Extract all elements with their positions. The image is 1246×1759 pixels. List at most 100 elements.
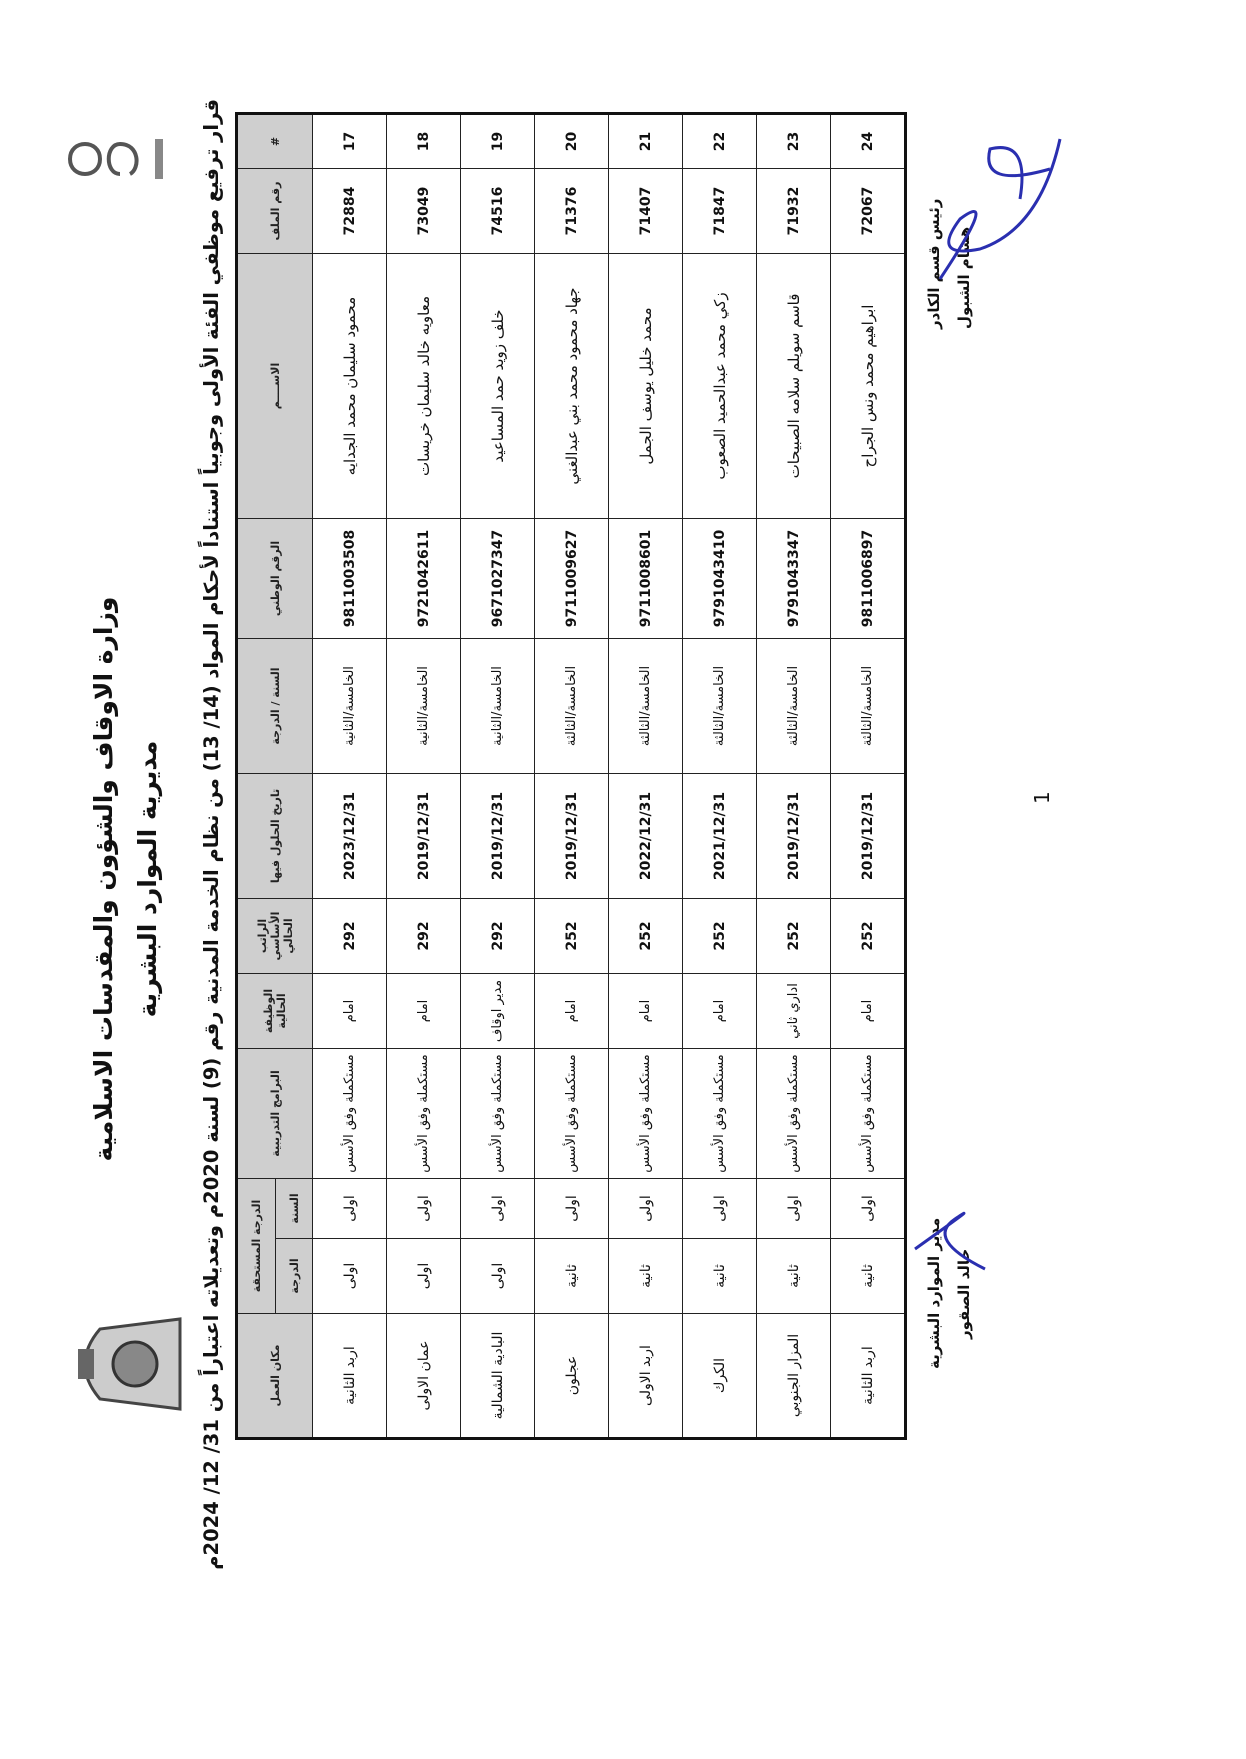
cell-file-no: 71407 [608, 168, 683, 254]
cell-salary: 292 [460, 898, 535, 974]
cell-job: امام [830, 973, 906, 1049]
cell-workplace: عمان الاولى [386, 1313, 461, 1439]
cell-file-no: 71376 [534, 168, 609, 254]
cell-salary: 252 [608, 898, 683, 974]
cell-date: 2019/12/31 [534, 773, 609, 899]
cell-national-id: 9671027347 [460, 518, 535, 639]
cell-due-year: اولى [534, 1178, 609, 1239]
cell-training: مستكملة وفق الأسس [460, 1048, 535, 1179]
cell-name: محمود سليمان محمد الجدايه [312, 253, 387, 519]
hr-director-signature [914, 1211, 986, 1271]
cell-job: اداري ثاني [756, 973, 831, 1049]
cell-salary: 252 [830, 898, 906, 974]
cell-name: زكي محمد عبدالحميد الصعوب [682, 253, 757, 519]
cell-file-no: 71847 [682, 168, 757, 254]
cell-index: 18 [386, 113, 461, 169]
cell-date: 2019/12/31 [386, 773, 461, 899]
table-row: 19 74516 خلف زويد حمد المساعيد 9671027347 ال… [460, 113, 535, 1439]
cell-year-grade: الخامسة/الثالثة [534, 638, 609, 774]
cell-workplace: اربد الثانية [312, 1313, 387, 1439]
cell-year-grade: الخامسة/الثالثة [756, 638, 831, 774]
cell-index: 24 [830, 113, 906, 169]
cell-file-no: 71932 [756, 168, 831, 254]
cell-due-year: اولى [830, 1178, 906, 1239]
cell-index: 22 [682, 113, 757, 169]
cell-name: قاسم سويلم سلامه الصبيحات [756, 253, 831, 519]
header-name: الاســــم [236, 253, 313, 519]
table-row: 23 71932 قاسم سويلم سلامه الصبيحات 97910433… [756, 113, 831, 1439]
cell-file-no: 72884 [312, 168, 387, 254]
cell-national-id: 9711008601 [608, 518, 683, 639]
cell-due-degree: اولى [386, 1238, 461, 1314]
cell-due-degree: ثانية [830, 1238, 906, 1314]
promotion-table: # رقم الملف الاســــم الرقم الوطني السنة… [235, 112, 907, 1440]
cell-due-year: اولى [386, 1178, 461, 1239]
cell-workplace: المزار الجنوبي [756, 1313, 831, 1439]
cell-training: مستكملة وفق الأسس [682, 1048, 757, 1179]
cell-national-id: 9811003508 [312, 518, 387, 639]
cell-due-year: اولى [682, 1178, 757, 1239]
cell-job: امام [682, 973, 757, 1049]
cell-salary: 252 [534, 898, 609, 974]
cell-training: مستكملة وفق الأسس [830, 1048, 906, 1179]
cell-index: 17 [312, 113, 387, 169]
cell-year-grade: الخامسة/الثالثة [608, 638, 683, 774]
header-due-year: السنة [275, 1178, 313, 1239]
header-year-grade: السنة / الدرجة [236, 638, 313, 774]
cell-training: مستكملة وفق الأسس [386, 1048, 461, 1179]
cell-due-degree: ثانية [682, 1238, 757, 1314]
cell-year-grade: الخامسة/الثانية [312, 638, 387, 774]
cell-name: جهاد محمود محمد بني عبدالغني [534, 253, 609, 519]
cell-salary: 252 [756, 898, 831, 974]
cell-due-degree: اولى [312, 1238, 387, 1314]
cell-workplace: اربد الثانية [830, 1313, 906, 1439]
cell-training: مستكملة وفق الأسس [534, 1048, 609, 1179]
cell-year-grade: الخامسة/الثالثة [830, 638, 906, 774]
cell-training: مستكملة وفق الأسس [312, 1048, 387, 1179]
header-due-grade: الدرجة المستحقة [236, 1178, 276, 1314]
cell-date: 2019/12/31 [460, 773, 535, 899]
header-due-degree: الدرجة [275, 1238, 313, 1314]
header-salary: الراتب الأساسي الحالي [236, 898, 313, 974]
cell-date: 2023/12/31 [312, 773, 387, 899]
cell-salary: 292 [386, 898, 461, 974]
cell-date: 2019/12/31 [830, 773, 906, 899]
cell-date: 2022/12/31 [608, 773, 683, 899]
header-date: تاريخ الحلول فيها [236, 773, 313, 899]
cell-due-year: اولى [312, 1178, 387, 1239]
cell-job: امام [608, 973, 683, 1049]
ministry-heading: وزارة الاوقاف والشؤون والمقدسات الاسلامي… [82, 559, 170, 1199]
header-national-id: الرقم الوطني [236, 518, 313, 639]
table-row: 22 71847 زكي محمد عبدالحميد الصعوب 97910434… [682, 113, 757, 1439]
cell-job: امام [386, 973, 461, 1049]
cell-date: 2021/12/31 [682, 773, 757, 899]
cell-national-id: 9711009627 [534, 518, 609, 639]
cell-file-no: 72067 [830, 168, 906, 254]
ministry-name: وزارة الاوقاف والشؤون والمقدسات الاسلامي… [89, 596, 118, 1162]
cell-salary: 292 [312, 898, 387, 974]
cell-workplace: اربد الاولى [608, 1313, 683, 1439]
cell-salary: 252 [682, 898, 757, 974]
header-training: البرامج التدريبية [236, 1048, 313, 1179]
table-row: 17 72884 محمود سليمان محمد الجدايه 98110035… [312, 113, 387, 1439]
anniversary-logo-icon [68, 139, 163, 179]
cell-file-no: 74516 [460, 168, 535, 254]
header-job: الوظيفة الحالية [236, 973, 313, 1049]
cell-due-degree: ثانية [608, 1238, 683, 1314]
cell-year-grade: الخامسة/الثالثة [682, 638, 757, 774]
cell-name: خلف زويد حمد المساعيد [460, 253, 535, 519]
cell-year-grade: الخامسة/الثانية [460, 638, 535, 774]
cell-index: 21 [608, 113, 683, 169]
jordan-coat-of-arms-icon [78, 1317, 182, 1411]
cell-date: 2019/12/31 [756, 773, 831, 899]
cell-index: 20 [534, 113, 609, 169]
cell-due-year: اولى [756, 1178, 831, 1239]
cell-index: 23 [756, 113, 831, 169]
cell-training: مستكملة وفق الأسس [756, 1048, 831, 1179]
cell-workplace: عجلون [534, 1313, 609, 1439]
cell-index: 19 [460, 113, 535, 169]
cell-national-id: 9791043410 [682, 518, 757, 639]
cell-workplace: الكرك [682, 1313, 757, 1439]
table-row: 18 73049 معاويه خالد سليمان خريسات 97210426… [386, 113, 461, 1439]
